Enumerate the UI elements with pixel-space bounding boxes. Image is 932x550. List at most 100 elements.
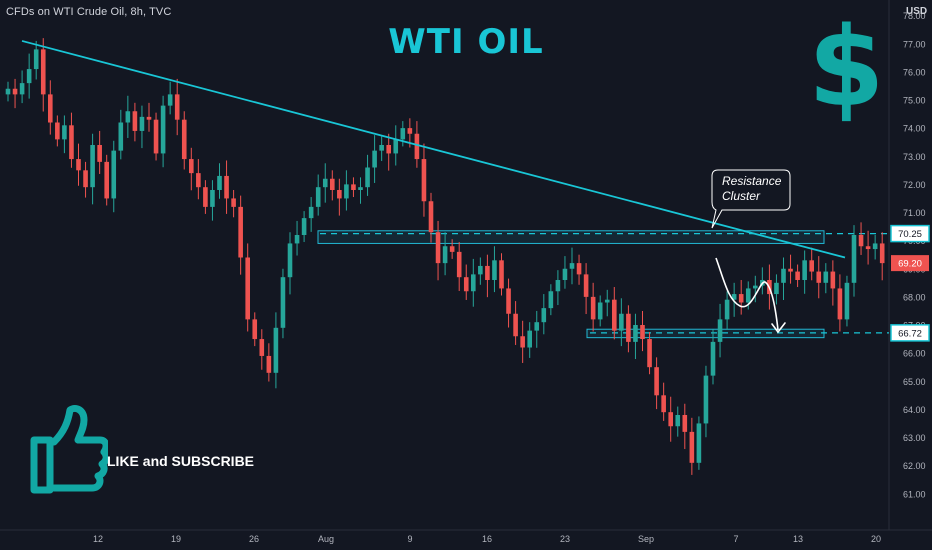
candle-body bbox=[872, 243, 878, 250]
x-tick-label: 26 bbox=[249, 534, 259, 544]
candle-body bbox=[372, 150, 377, 168]
candle-body bbox=[344, 184, 349, 199]
candle-body bbox=[520, 336, 525, 348]
candle-body bbox=[337, 190, 342, 199]
candle-body bbox=[534, 322, 540, 331]
candle-body bbox=[865, 246, 871, 250]
candle-body bbox=[273, 327, 279, 373]
candle-body bbox=[40, 49, 46, 95]
candle-body bbox=[604, 299, 610, 303]
candle-body bbox=[69, 125, 74, 160]
x-tick-label: 19 bbox=[171, 534, 181, 544]
candle-body bbox=[731, 294, 737, 300]
candle-body bbox=[858, 235, 864, 247]
candle-body bbox=[633, 325, 638, 342]
callout-bubble bbox=[711, 169, 791, 229]
candle-body bbox=[153, 119, 159, 154]
candle-body bbox=[125, 111, 131, 123]
y-tick-label: 78.00 bbox=[903, 11, 926, 21]
candle-body bbox=[322, 178, 328, 188]
y-tick-label: 73.00 bbox=[903, 152, 926, 162]
candle-body bbox=[590, 296, 596, 320]
candle-body bbox=[485, 265, 490, 280]
candle-body bbox=[612, 299, 617, 331]
y-tick-label: 66.00 bbox=[903, 349, 926, 359]
candle-body bbox=[576, 263, 582, 275]
candle-body bbox=[12, 88, 18, 95]
candle-body bbox=[33, 49, 39, 70]
candle-body bbox=[104, 161, 109, 199]
x-tick-label: 12 bbox=[93, 534, 103, 544]
candle-body bbox=[435, 232, 441, 264]
candle-body bbox=[90, 145, 95, 188]
y-tick-label: 64.00 bbox=[903, 405, 926, 415]
candle-body bbox=[118, 122, 124, 151]
candle-body bbox=[245, 257, 250, 320]
candle-body bbox=[844, 282, 850, 320]
candle-body bbox=[555, 280, 561, 292]
candle-body bbox=[160, 105, 166, 154]
y-tick-label: 68.00 bbox=[903, 292, 926, 302]
candle-body bbox=[513, 313, 518, 337]
price-tag-bg bbox=[891, 255, 929, 272]
y-tick-label: 72.00 bbox=[903, 180, 926, 190]
candle-body bbox=[478, 265, 483, 275]
price-tag-bg bbox=[890, 224, 930, 243]
candle-body bbox=[640, 325, 645, 340]
candle-body bbox=[393, 139, 399, 154]
trendline bbox=[21, 40, 846, 259]
candle-body bbox=[210, 190, 215, 207]
x-tick-label: 16 bbox=[482, 534, 492, 544]
candle-body bbox=[19, 83, 25, 95]
candle-body bbox=[365, 167, 370, 188]
y-tick-label: 61.00 bbox=[903, 489, 926, 499]
candle-body bbox=[471, 274, 476, 292]
candle-body bbox=[97, 145, 102, 162]
candle-body bbox=[203, 187, 208, 207]
candle-body bbox=[548, 291, 554, 309]
candle-body bbox=[174, 94, 180, 120]
candle-body bbox=[583, 274, 589, 297]
x-tick-label: 20 bbox=[871, 534, 881, 544]
candle-body bbox=[696, 423, 702, 463]
candle-body bbox=[668, 412, 673, 427]
candle-body bbox=[506, 288, 511, 314]
candle-body bbox=[231, 198, 236, 207]
y-tick-label: 76.00 bbox=[903, 67, 926, 77]
candle-body bbox=[753, 285, 758, 289]
candle-body bbox=[675, 415, 681, 427]
candle-body bbox=[76, 159, 81, 171]
candle-body bbox=[816, 271, 822, 283]
candle-body bbox=[294, 235, 300, 244]
like-subscribe-text: LIKE and SUBSCRIBE bbox=[107, 453, 255, 469]
candle-body bbox=[400, 128, 406, 140]
candle-body bbox=[541, 308, 547, 323]
price-tag-text: 70.25 bbox=[898, 229, 922, 240]
x-tick-label: 23 bbox=[560, 534, 570, 544]
candle-body bbox=[26, 69, 32, 84]
x-tick-label: 9 bbox=[407, 534, 412, 544]
dollar-sign-icon: $ bbox=[808, 3, 885, 131]
x-tick-label: 7 bbox=[733, 534, 738, 544]
candle-body bbox=[287, 243, 293, 278]
candle-body bbox=[745, 288, 751, 303]
price-tag-text: 69.20 bbox=[898, 259, 922, 270]
candle-body bbox=[111, 150, 117, 199]
candle-body bbox=[48, 94, 53, 123]
y-tick-label: 75.00 bbox=[903, 96, 926, 106]
y-tick-label: 65.00 bbox=[903, 377, 926, 387]
candle-body bbox=[266, 355, 272, 373]
candle-body bbox=[492, 260, 497, 280]
x-tick-label: Aug bbox=[318, 534, 334, 544]
y-tick-label: 62.00 bbox=[903, 461, 926, 471]
candle-body bbox=[407, 128, 413, 134]
candle-body bbox=[259, 339, 265, 356]
symbol-header[interactable]: CFDs on WTI Crude Oil, 8h, TVC bbox=[6, 6, 172, 18]
candle-body bbox=[689, 431, 695, 463]
x-tick-label: 13 bbox=[793, 534, 803, 544]
candle-body bbox=[809, 260, 814, 272]
candle-body bbox=[146, 116, 152, 120]
candle-body bbox=[189, 159, 194, 174]
callout-line-2: Cluster bbox=[722, 189, 761, 203]
